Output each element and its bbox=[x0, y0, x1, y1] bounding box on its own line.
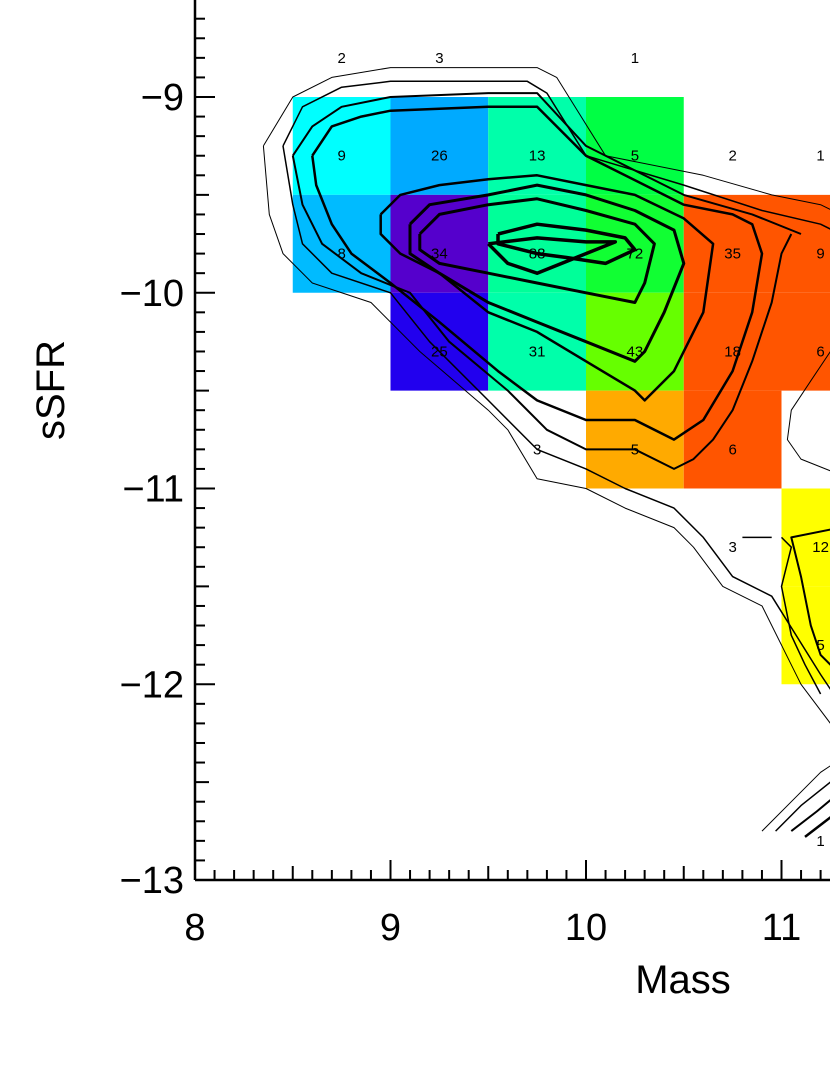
contour-line bbox=[311, 105, 764, 441]
contour-line bbox=[291, 155, 793, 470]
heatmap-cells bbox=[292, 97, 830, 685]
cell-count-label: 25 bbox=[431, 343, 448, 360]
cell-count-label: 3 bbox=[435, 50, 443, 67]
x-ticks: 8 9 10 11 bbox=[184, 860, 822, 949]
cell-count-label: 72 bbox=[627, 246, 644, 263]
heatmap-cell bbox=[683, 390, 782, 489]
y-tick-label: −10 bbox=[120, 273, 184, 315]
cell-count-label: 9 bbox=[816, 246, 824, 263]
contour-line bbox=[487, 236, 618, 275]
contour-lines bbox=[262, 67, 830, 838]
cell-count-label: 1 bbox=[631, 50, 639, 67]
contour-line bbox=[786, 351, 830, 472]
cell-count-label: 1 bbox=[816, 148, 824, 165]
heatmap-cell bbox=[781, 488, 830, 587]
cell-count-label: 18 bbox=[724, 343, 741, 360]
cell-count-label: 6 bbox=[728, 441, 736, 458]
heatmap-cell bbox=[390, 97, 489, 195]
contour-line bbox=[496, 222, 637, 266]
y-tick-label: −13 bbox=[120, 860, 184, 902]
cell-count-label: 13 bbox=[529, 148, 546, 165]
y-tick-label: −9 bbox=[141, 77, 184, 119]
heatmap-cell bbox=[781, 194, 830, 293]
contour-line bbox=[790, 799, 830, 832]
cell-count-label: 31 bbox=[529, 343, 546, 360]
contour-line bbox=[262, 67, 830, 210]
cell-count-label: 43 bbox=[627, 343, 644, 360]
y-ticks: −9 −10 −11 −12 −13 bbox=[120, 17, 215, 902]
contour-line bbox=[282, 145, 830, 690]
cell-count-label: 5 bbox=[816, 637, 824, 654]
x-tick-label: 10 bbox=[565, 907, 607, 949]
heatmap-cell bbox=[586, 97, 684, 195]
heatmap-cell bbox=[781, 292, 830, 391]
cell-count-label: 34 bbox=[431, 246, 448, 263]
cell-count-label: 9 bbox=[337, 148, 345, 165]
contour-line bbox=[761, 765, 830, 832]
contour-line bbox=[804, 816, 830, 838]
cell-count-label: 12 bbox=[812, 539, 829, 556]
cell-count-label: 6 bbox=[816, 343, 824, 360]
cell-count-label: 3 bbox=[728, 539, 736, 556]
axes: 8 9 10 11 −9−10−11−12−13 bbox=[120, 0, 830, 949]
heatmap-cell bbox=[390, 194, 489, 293]
cell-count-label: 26 bbox=[431, 148, 448, 165]
contour-line bbox=[780, 536, 822, 695]
cell-count-label: 2 bbox=[728, 148, 736, 165]
heatmap-cell bbox=[683, 292, 782, 391]
x-tick-label: 11 bbox=[762, 907, 801, 949]
cell-count-label: 3 bbox=[533, 441, 541, 458]
contour-line bbox=[291, 92, 802, 235]
y-tick-label: −12 bbox=[120, 664, 184, 706]
heatmap-cell bbox=[488, 97, 586, 195]
x-axis-label: Mass bbox=[635, 958, 731, 1002]
cell-count-label: 5 bbox=[631, 148, 639, 165]
contour-line bbox=[282, 80, 830, 230]
y-tick-label: −11 bbox=[122, 469, 184, 511]
contour-line bbox=[790, 528, 830, 666]
cell-count-label: 5 bbox=[631, 441, 639, 458]
cell-count-label: 8 bbox=[337, 246, 345, 263]
x-tick-label: 8 bbox=[184, 907, 205, 949]
heatmap-cell bbox=[390, 292, 489, 391]
contour-line bbox=[262, 145, 830, 724]
heatmap-cell bbox=[586, 292, 684, 391]
contour-line bbox=[418, 197, 656, 304]
heatmap-cell bbox=[586, 390, 684, 489]
contour-line bbox=[775, 781, 830, 832]
cell-count-label: 2 bbox=[337, 50, 345, 67]
cell-count-label: 88 bbox=[529, 246, 546, 263]
y-axis-label: sSFR bbox=[29, 340, 73, 440]
cell-count-label: 35 bbox=[724, 246, 741, 263]
contour-line bbox=[408, 183, 686, 363]
cell-count-label: 1 bbox=[816, 833, 824, 850]
x-tick-label: 9 bbox=[380, 907, 401, 949]
heatmap-cell bbox=[292, 97, 391, 195]
